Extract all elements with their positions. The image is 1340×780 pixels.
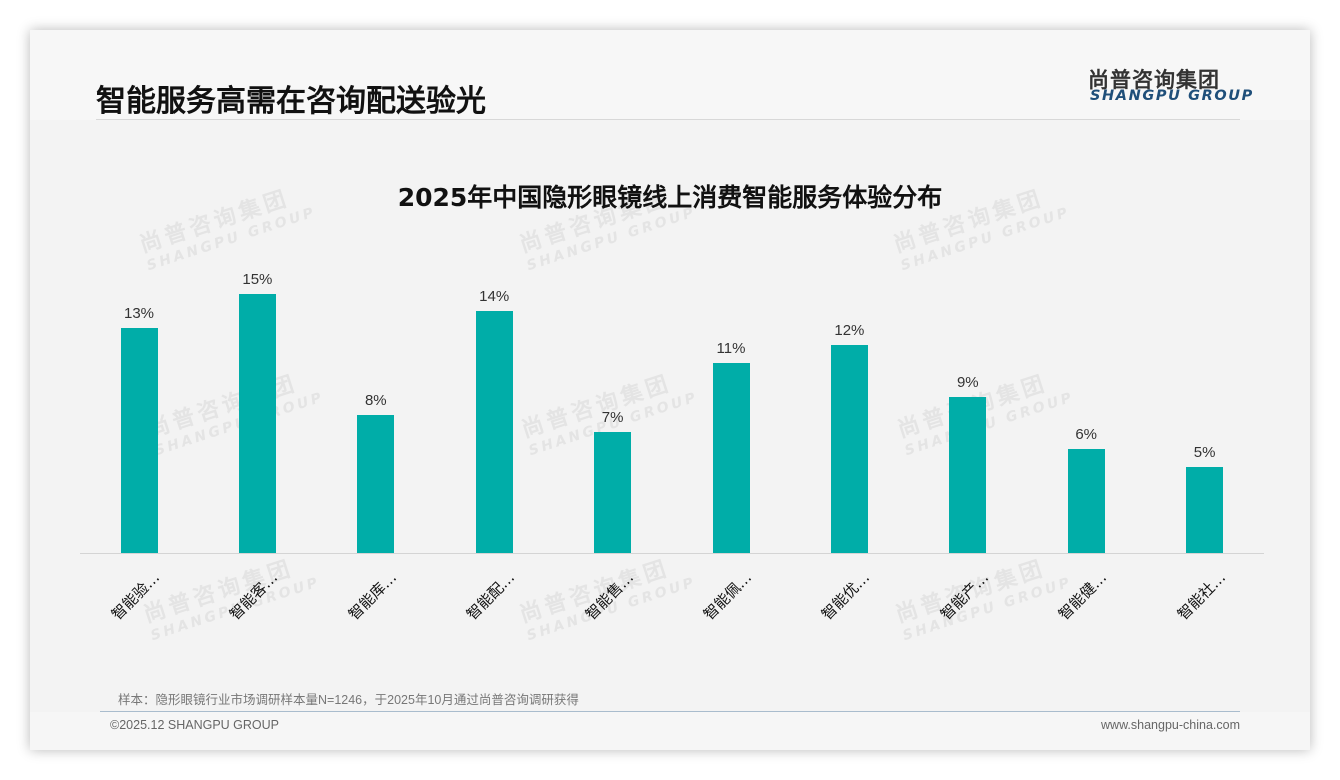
footer-divider xyxy=(100,711,1240,712)
category-label: 智能配… xyxy=(463,568,519,624)
bar-value-label: 14% xyxy=(479,287,510,305)
category-label: 智能佩… xyxy=(699,568,756,624)
category-label: 智能验… xyxy=(107,568,164,624)
bar xyxy=(1186,466,1224,553)
bar-value-label: 8% xyxy=(364,391,387,409)
category-label: 智能客… xyxy=(226,568,282,624)
bar xyxy=(712,362,750,553)
bar xyxy=(830,345,868,553)
category-label: 智能售… xyxy=(581,568,637,624)
bar xyxy=(120,328,158,553)
bar-value-label: 11% xyxy=(716,339,746,357)
category-label: 智能社… xyxy=(1173,568,1229,624)
logo-cn: 尚普咨询集团 xyxy=(1088,68,1220,92)
footer-band xyxy=(30,712,1310,750)
logo-en: SHANGPU GROUP xyxy=(1090,88,1254,104)
bar-value-label: 6% xyxy=(1075,426,1098,444)
bar-value-label: 12% xyxy=(834,322,865,340)
bar xyxy=(594,431,632,553)
slide: 智能服务高需在咨询配送验光 尚普咨询集团 SHANGPU GROUP 尚普咨询集… xyxy=(30,30,1310,750)
category-label: 智能优… xyxy=(818,568,874,624)
bar xyxy=(357,414,395,553)
bar xyxy=(238,293,276,553)
bar-value-label: 9% xyxy=(956,374,979,392)
bar-value-label: 5% xyxy=(1193,443,1216,461)
bar xyxy=(475,310,513,553)
bar-value-label: 7% xyxy=(601,408,624,426)
bar xyxy=(1067,449,1105,553)
header-band xyxy=(30,30,1310,120)
category-label: 智能健… xyxy=(1055,568,1111,624)
copyright: ©2025.12 SHANGPU GROUP xyxy=(110,718,279,732)
source-note: 样本：隐形眼镜行业市场调研样本量N=1246，于2025年10月通过尚普咨询调研… xyxy=(118,693,579,707)
bar xyxy=(949,397,987,553)
page-title: 智能服务高需在咨询配送验光 xyxy=(96,84,486,119)
title-divider xyxy=(96,119,1240,120)
category-label: 智能库… xyxy=(344,568,400,624)
x-axis-line xyxy=(80,553,1264,554)
bar-value-label: 13% xyxy=(123,305,155,323)
category-label: 智能产… xyxy=(936,568,992,624)
bar-value-label: 15% xyxy=(242,270,273,288)
website-link[interactable]: www.shangpu-china.com xyxy=(1101,718,1240,732)
chart-title: 2025年中国隐形眼镜线上消费智能服务体验分布 xyxy=(397,183,943,212)
